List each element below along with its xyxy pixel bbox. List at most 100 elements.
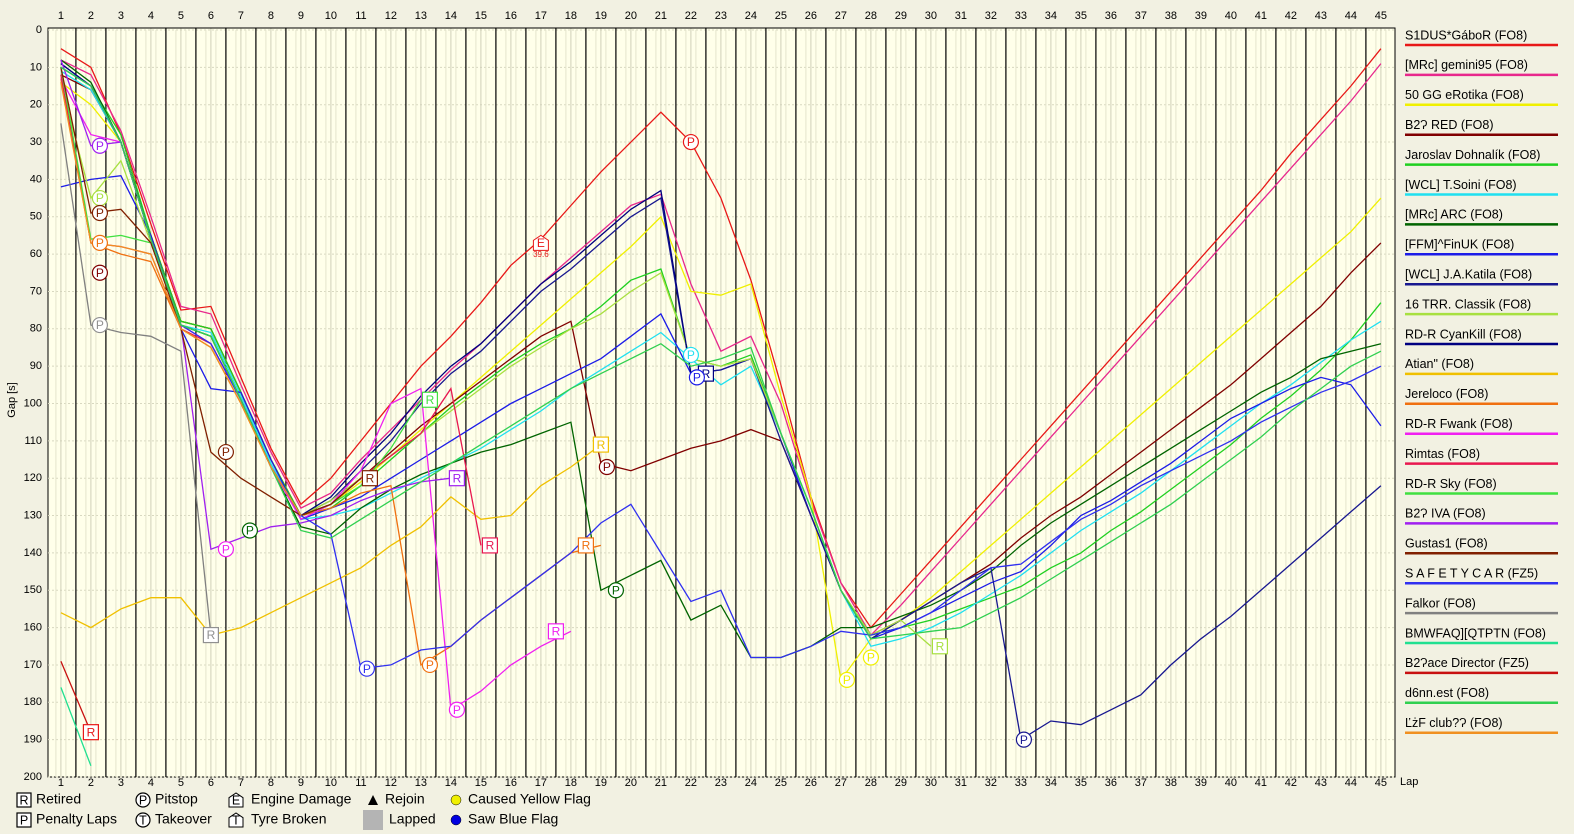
x-tick-label: 5: [178, 10, 184, 22]
series-line: [60, 123, 212, 636]
event-marker: R: [448, 470, 465, 487]
event-marker: P: [91, 234, 109, 251]
event-marker: R: [577, 537, 595, 554]
x-tick-label: 30: [925, 10, 937, 22]
y-tick-label: 180: [24, 696, 42, 708]
event-marker: P: [448, 701, 465, 718]
legend-symbol: P: [20, 813, 28, 827]
x-tick-label: 39: [1195, 777, 1207, 789]
legend-symbol: E: [232, 793, 240, 807]
event-marker-label: P: [96, 139, 104, 153]
y-tick-label: 70: [30, 285, 42, 297]
y-tick-label: 170: [24, 659, 42, 671]
x-tick-label: 2: [88, 777, 94, 789]
y-tick-label: 90: [30, 360, 42, 372]
legend-label: RD-R CyanKill (FO8): [1405, 327, 1522, 341]
x-tick-label: 17: [535, 10, 547, 22]
x-tick-label: 43: [1315, 777, 1327, 789]
series-line: [60, 48, 1382, 629]
x-tick-label: 18: [565, 777, 577, 789]
x-tick-label: 43: [1315, 10, 1327, 22]
x-tick-label: 1: [58, 10, 64, 22]
event-marker: P: [91, 264, 109, 281]
legend-symbol: T: [139, 813, 147, 827]
symbol-circle: [448, 701, 465, 718]
legend-label: Gustas1 (FO8): [1405, 537, 1488, 551]
x-tick-label: 21: [655, 777, 667, 789]
x-axis-label: Lap: [1400, 776, 1418, 788]
legend-item-label: Tyre Broken: [251, 811, 326, 827]
event-marker: P: [607, 582, 625, 599]
legend-label: [MRc] ARC (FO8): [1405, 208, 1503, 222]
event-marker-label: P: [612, 583, 620, 597]
legend-label: Jereloco (FO8): [1405, 387, 1488, 401]
symbol-house: [228, 792, 244, 808]
x-tick-label: 8: [268, 777, 274, 789]
event-marker-label: P: [222, 445, 230, 459]
x-tick-label: 6: [208, 10, 214, 22]
event-marker: P: [598, 458, 616, 476]
x-tick-label: 34: [1045, 777, 1057, 789]
x-tick-label: 45: [1375, 10, 1387, 22]
y-tick-label: 190: [24, 734, 42, 746]
event-marker-label: R: [936, 639, 945, 653]
x-tick-label: 5: [178, 777, 184, 789]
legend-label: Rimtas (FO8): [1405, 447, 1480, 461]
x-tick-label: 44: [1345, 10, 1357, 22]
x-tick-label: 42: [1285, 10, 1297, 22]
event-marker: P: [421, 656, 438, 674]
symbol-box: [16, 792, 32, 808]
legend-item-label: Engine Damage: [251, 791, 352, 807]
symbol-circle: [688, 369, 706, 386]
y-tick-label: 110: [24, 435, 42, 447]
event-marker-label: R: [552, 625, 561, 639]
symbol-circle: [358, 660, 375, 677]
x-tick-label: 16: [505, 777, 517, 789]
x-tick-label: 21: [655, 10, 667, 22]
symbol-circle: [1015, 731, 1033, 748]
x-tick-label: 27: [835, 10, 847, 22]
legend-item-label: Retired: [36, 791, 81, 807]
event-marker: P: [682, 133, 700, 151]
symbol-circle: [135, 792, 151, 808]
legend-label: BMWFAQ][QTPTN (FO8): [1405, 626, 1546, 640]
symbol-circle: [241, 522, 258, 539]
event-marker: R: [931, 638, 949, 655]
legend-symbol: R: [19, 793, 28, 807]
legend-item-label: Rejoin: [385, 791, 425, 807]
legend-label: [WCL] J.A.Katila (FO8): [1405, 267, 1532, 281]
x-tick-label: 37: [1135, 10, 1147, 22]
legend-item-label: Saw Blue Flag: [468, 811, 558, 827]
y-tick-label: 120: [24, 472, 42, 484]
event-marker-label: P: [1020, 733, 1028, 747]
legend-label: B2Ɂace Director (FZ5): [1405, 656, 1529, 670]
y-tick-label: 100: [24, 397, 42, 409]
x-tick-label: 20: [625, 777, 637, 789]
symbol-dot: [450, 794, 462, 806]
event-marker-label: P: [246, 524, 254, 538]
legend-label: [FFM]^FinUK (FO8): [1405, 238, 1514, 252]
x-tick-label: 31: [955, 10, 967, 22]
symbol-circle: [91, 204, 109, 222]
x-tick-label: 32: [985, 777, 997, 789]
x-tick-label: 9: [298, 777, 304, 789]
symbol-circle: [91, 316, 109, 334]
event-marker: R: [82, 724, 100, 741]
event-marker-label: P: [603, 460, 611, 474]
x-tick-label: 24: [745, 777, 757, 789]
x-tick-label: 38: [1165, 777, 1177, 789]
event-marker-label: R: [207, 628, 216, 642]
x-tick-label: 26: [805, 777, 817, 789]
event-marker-label: E: [537, 236, 545, 250]
event-marker-label: R: [426, 393, 435, 407]
event-marker-label: R: [87, 725, 96, 739]
legend-label: 16 TRR. Classik (FO8): [1405, 297, 1531, 311]
legend-label: S A F E T Y C A R (FZ5): [1405, 566, 1538, 580]
symbol-house: [228, 812, 244, 828]
event-marker: P: [838, 671, 856, 688]
event-marker-label: P: [843, 673, 851, 687]
symbol-circle: [862, 649, 880, 666]
event-marker: P: [688, 369, 706, 386]
symbol-circle: [217, 541, 234, 558]
event-marker-label: P: [96, 266, 104, 280]
